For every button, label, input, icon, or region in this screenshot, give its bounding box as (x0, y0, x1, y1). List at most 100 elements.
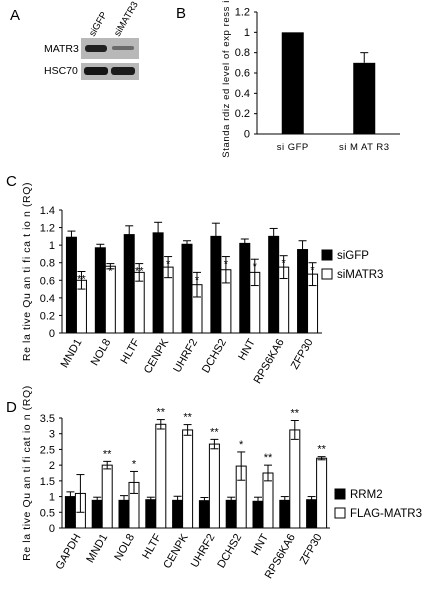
chart-c-bar-series-1 (239, 242, 251, 334)
western-blot: siGFP siMATR3 MATR3 HSC70 (44, 0, 141, 80)
chart-c-bar-series-1 (65, 236, 77, 334)
chart-c-bar-series-1 (268, 235, 280, 334)
blot-row-label-hsc70: HSC70 (44, 65, 78, 77)
chart-d-significance-mark: * (239, 439, 244, 451)
chart-c-bar-series-1 (123, 234, 135, 334)
chart-d-bar-series-2 (155, 423, 167, 529)
chart-d-category-label: DCHS2 (215, 532, 244, 570)
chart-c-y-tick-label: 0.8 (40, 258, 55, 270)
chart-d-y-tick-label: 3.5 (40, 413, 55, 425)
chart-c-category-label: NOL8 (89, 337, 114, 368)
chart-c-y-tick-label: 0.6 (40, 275, 55, 287)
chart-d-bar-series-1 (279, 499, 291, 529)
chart-c: 00.20.40.60.811.21.4**MND1*NOL8**HLTF*CE… (21, 182, 383, 386)
chart-b-y-tick-label: 1.2 (235, 7, 250, 19)
hsc70-band-simatr3 (111, 67, 135, 75)
chart-d-legend-label-series-2: FLAG-MATR3 (350, 508, 422, 520)
chart-c-y-tick-label: 0.4 (40, 293, 55, 305)
chart-c-significance-mark: * (166, 259, 171, 271)
chart-c-y-tick-label: 1.4 (40, 205, 55, 217)
chart-c-category-label: UHRF2 (171, 337, 200, 375)
chart-d-legend-swatch-series-2 (334, 507, 346, 519)
chart-b: 0 0.2 0.4 0.6 0.8 1 1.2 si GFP si M AT R3 Standa … (221, 0, 400, 158)
chart-d-bar-series-1 (91, 499, 103, 529)
chart-c-category-label: DCHS2 (200, 337, 229, 375)
chart-c-category-label: HNT (236, 337, 258, 363)
chart-d-significance-mark: ** (317, 444, 326, 456)
chart-c-bar-series-1 (210, 235, 222, 334)
chart-d-category-label: HNT (249, 532, 271, 558)
chart-d-significance-mark: ** (103, 448, 112, 460)
chart-c-significance-mark: * (108, 266, 113, 278)
chart-c-legend-label-series-1: siGFP (337, 250, 369, 262)
chart-c-significance-mark: ** (135, 266, 144, 278)
hsc70-band-sigfp (84, 67, 108, 75)
panel-letter-a: A (10, 7, 20, 24)
chart-c-y-tick-label: 1.2 (40, 223, 55, 235)
chart-d-category-label: ZFP30 (298, 532, 325, 567)
chart-d-y-tick-label: 1.5 (40, 476, 55, 488)
matr3-band-sigfp (85, 45, 107, 52)
chart-c-bar-series-1 (152, 232, 164, 334)
chart-b-category-label: si M AT R3 (339, 142, 390, 153)
chart-d-y-axis-title: Re la tive Qu an ti fi cat io n (RQ) (21, 385, 33, 561)
chart-d-bar-series-1 (64, 496, 76, 529)
chart-d-legend-swatch-series-1 (334, 488, 346, 500)
chart-c-bar-series-1 (181, 243, 193, 334)
chart-c-category-label: ZFP30 (289, 337, 316, 372)
chart-c-y-axis-title: Re la tive Qu an ti fi ca t io n (RQ) (21, 182, 33, 361)
chart-c-significance-mark: ** (77, 274, 86, 286)
chart-c-legend-swatch-series-1 (321, 249, 333, 261)
chart-d-significance-mark: ** (291, 408, 300, 420)
blot-row-label-matr3: MATR3 (44, 43, 79, 55)
chart-d-y-tick-label: 0 (49, 523, 55, 535)
chart-d-bar-series-1 (145, 499, 157, 529)
chart-d-y-tick-label: 0.5 (40, 507, 55, 519)
chart-d-bar-series-1 (118, 499, 130, 529)
chart-c-significance-mark: * (224, 259, 229, 271)
chart-d-y-tick-label: 2 (49, 460, 55, 472)
chart-b-y-tick-label: 1 (244, 27, 250, 39)
chart-d-significance-mark: ** (157, 407, 166, 419)
chart-d-category-label: HLTF (140, 532, 164, 561)
matr3-band-simatr3 (112, 46, 134, 50)
chart-d-bar-series-2 (208, 443, 220, 529)
chart-c-bar-series-1 (297, 249, 309, 334)
chart-b-y-tick-label: 0.6 (235, 68, 250, 80)
panel-letter-c: C (6, 173, 17, 190)
chart-b-y-tick-label: 0.8 (235, 47, 250, 59)
chart-d-bar-series-1 (252, 500, 264, 529)
blot-lane-label-sigfp: siGFP (87, 10, 110, 38)
chart-d-y-tick-label: 1 (49, 492, 55, 504)
chart-d-bar-series-2 (101, 464, 113, 529)
chart-b-y-axis-title: Standa rdiz ed level of exp ress ion (221, 0, 232, 158)
chart-c-category-label: CENPK (142, 336, 172, 375)
chart-d-significance-mark: ** (210, 426, 219, 438)
chart-d-category-label: MND1 (84, 532, 110, 565)
chart-c-legend-swatch-series-2 (321, 268, 333, 280)
chart-d-bar-series-2 (289, 429, 301, 529)
chart-d-significance-mark: * (132, 458, 137, 470)
chart-d-significance-mark: ** (264, 452, 273, 464)
panel-letter-b: B (176, 5, 186, 22)
chart-d-category-label: CENPK (161, 531, 191, 570)
chart-d-bar-series-1 (225, 499, 237, 529)
chart-d-legend-label-series-1: RRM2 (350, 489, 383, 501)
blot-lane-label-simatr3: siMATR3 (112, 0, 141, 38)
chart-d-bar-series-1 (198, 500, 210, 529)
chart-c-significance-mark: * (282, 258, 287, 270)
chart-d-y-tick-label: 2.5 (40, 444, 55, 456)
chart-b-bar (353, 62, 376, 135)
chart-b-category-label: si GFP (277, 142, 309, 153)
chart-c-significance-mark: * (195, 274, 200, 286)
chart-d-bar-series-2 (316, 457, 328, 529)
chart-c-category-label: MND1 (59, 337, 85, 370)
chart-c-significance-mark: * (253, 261, 258, 273)
chart-d-category-label: NOL8 (112, 532, 137, 563)
panel-letter-d: D (6, 399, 17, 416)
chart-d-bar-series-2 (182, 429, 194, 529)
chart-b-y-tick-label: 0.4 (235, 88, 250, 100)
chart-b-y-tick-label: 0.2 (235, 108, 250, 120)
blot-strip-matr3 (81, 38, 139, 59)
